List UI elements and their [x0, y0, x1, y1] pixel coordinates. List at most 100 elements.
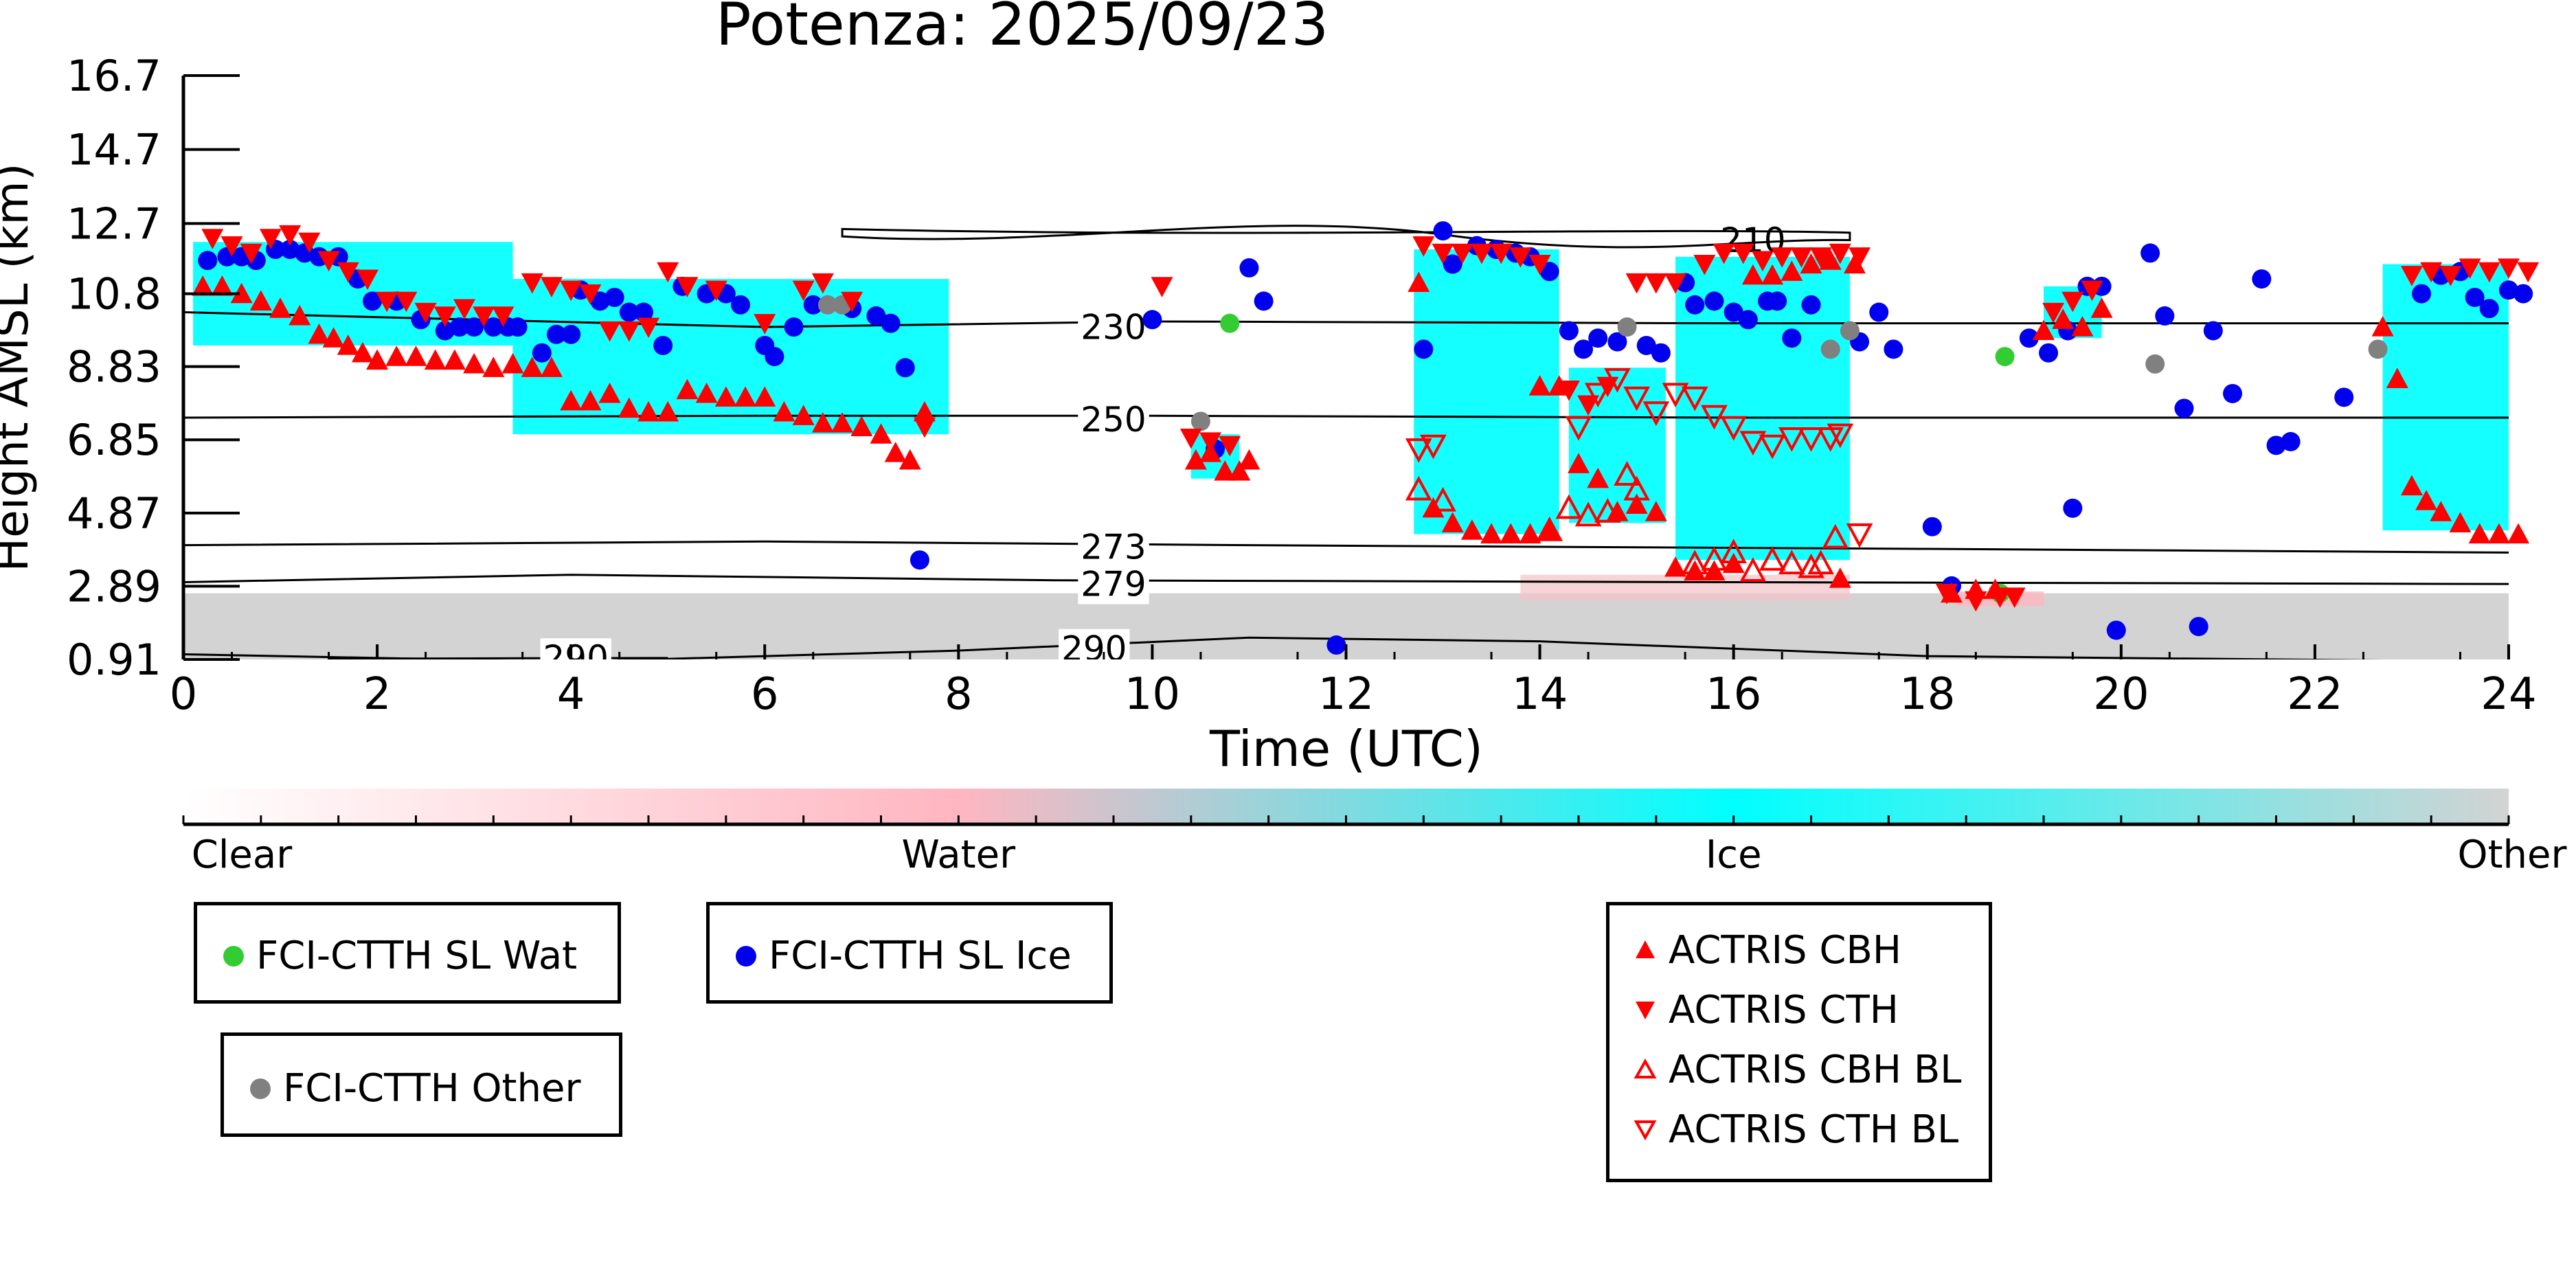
marker-fci-ctth-sl-ice: [1433, 221, 1453, 241]
colorbar-label: Clear: [192, 833, 293, 877]
marker-fci-ctth-sl-ice: [1326, 635, 1346, 655]
legend-box-sl-ice: FCI-CTTH SL Ice: [706, 902, 1113, 1004]
marker-actris-cth: [657, 262, 679, 283]
marker-actris-cth: [473, 306, 495, 327]
marker-actris-cth-bl: [1565, 416, 1592, 441]
marker-actris-cbh: [714, 386, 737, 407]
legend-entry-actris-cth-bl: ACTRIS CTH BL: [1631, 1107, 1958, 1152]
marker-fci-ctth-sl-ice: [2266, 436, 2286, 455]
marker-actris-cbh: [269, 297, 292, 318]
y-tick-label: 12.7: [67, 199, 161, 249]
legend-entry-actris-cbh: ACTRIS CBH: [1631, 928, 1901, 973]
x-tick-label: 16: [1706, 669, 1761, 720]
marker-actris-cbh: [289, 304, 311, 326]
marker-actris-cbh: [1238, 449, 1261, 470]
marker-actris-cth: [913, 417, 936, 438]
marker-actris-cth: [2498, 258, 2520, 279]
marker-actris-cth: [259, 229, 282, 249]
marker-actris-cth-bl: [1642, 401, 1670, 427]
y-tick-label: 10.8: [67, 269, 161, 319]
x-tick-label: 22: [2287, 669, 2342, 720]
marker-actris-cth-bl: [1701, 405, 1728, 430]
marker-actris-cth-bl: [1623, 386, 1650, 411]
marker-fci-ctth-sl-ice: [1884, 339, 1903, 359]
marker-actris-cth-bl: [1846, 523, 1873, 548]
marker-fci-ctth-other: [1820, 339, 1840, 359]
marker-actris-cbh: [1500, 523, 1522, 544]
marker-fci-ctth-sl-ice: [2203, 321, 2223, 341]
marker-actris-cbh: [501, 352, 524, 374]
marker-fci-ctth-other: [1617, 317, 1637, 337]
marker-actris-cth: [1989, 587, 2011, 609]
marker-actris-cth: [298, 232, 321, 253]
marker-actris-cth: [433, 306, 456, 327]
marker-fci-ctth-sl-ice: [881, 313, 901, 333]
colorbar-ticks: Clear Water Ice Other: [182, 815, 2567, 877]
marker-actris-cbh: [1480, 523, 1503, 544]
marker-actris-cbh-bl: [1720, 539, 1748, 564]
isotherm-line: [183, 540, 2509, 554]
marker-actris-cth: [1664, 273, 1687, 294]
x-tick-label: 0: [170, 669, 198, 720]
x-tick-label: 12: [1318, 669, 1374, 720]
marker-actris-cbh: [405, 346, 427, 366]
x-tick-label: 4: [557, 669, 585, 720]
marker-actris-cbh: [1800, 253, 1822, 274]
marker-actris-cbh: [385, 346, 408, 366]
marker-actris-cth-bl: [1798, 427, 1824, 452]
marker-actris-cth: [1771, 247, 1794, 268]
marker-actris-cbh: [1645, 501, 1667, 521]
marker-actris-cbh-bl: [1614, 461, 1640, 486]
marker-actris-cbh: [308, 323, 330, 344]
green-circle-marker-icon: [219, 942, 247, 969]
marker-fci-ctth-sl-ice: [2140, 243, 2160, 263]
marker-actris-cth: [279, 225, 302, 246]
marker-actris-cth: [240, 243, 262, 264]
y-tick-label: 14.7: [67, 125, 161, 175]
colorbar-label: Ice: [1706, 833, 1762, 877]
marker-actris-cth-bl: [1420, 434, 1447, 460]
isotherm-label: 290: [543, 638, 609, 678]
marker-fci-ctth-sl-ice: [2174, 398, 2194, 418]
marker-actris-cth: [1965, 591, 1987, 612]
marker-actris-cbh: [676, 379, 699, 400]
marker-actris-cbh: [1528, 375, 1551, 396]
marker-fci-ctth-sl-ice: [2252, 269, 2272, 289]
marker-actris-cth: [1509, 247, 1532, 268]
marker-actris-cth: [2081, 280, 2103, 302]
isotherm-label: 273: [1081, 528, 1146, 567]
marker-fci-ctth-sl-ice: [1443, 254, 1462, 274]
marker-actris-cth: [1645, 273, 1667, 294]
marker-actris-cth: [2042, 302, 2065, 324]
gray-circle-marker-icon: [246, 1074, 273, 1102]
marker-actris-cbh-bl: [1822, 523, 1849, 549]
marker-actris-cbh: [2052, 308, 2075, 329]
marker-fci-ctth-sl-ice: [1724, 302, 1743, 322]
x-tick-label: 24: [2481, 669, 2536, 720]
marker-actris-cth: [705, 280, 727, 302]
marker-actris-cth: [1577, 395, 1600, 416]
marker-actris-cbh: [2090, 297, 2113, 318]
marker-actris-cbh-bl: [1778, 550, 1805, 575]
marker-fci-ctth-sl-ice: [547, 324, 567, 344]
marker-fci-ctth-sl-ice: [730, 295, 750, 315]
marker-fci-ctth-sl-ice: [464, 317, 484, 337]
marker-fci-ctth-sl-ice: [1142, 310, 1162, 330]
marker-actris-cth: [2439, 266, 2462, 286]
marker-fci-ctth-sl-ice: [1539, 262, 1559, 282]
marker-fci-ctth-sl-ice: [2479, 299, 2499, 319]
isotherm-line: [183, 414, 2509, 419]
marker-actris-cth: [1557, 380, 1580, 401]
x-tick-label: 6: [751, 669, 779, 720]
marker-fci-ctth-other: [817, 295, 837, 315]
marker-fci-ctth-sl-wat: [1220, 313, 1240, 333]
marker-actris-cbh: [2033, 319, 2055, 341]
marker-actris-cbh: [1184, 449, 1207, 470]
marker-actris-cbh: [811, 412, 834, 433]
isotherm-label: 250: [1081, 400, 1146, 440]
marker-actris-cbh: [598, 382, 621, 403]
marker-fci-ctth-sl-ice: [1801, 295, 1821, 315]
marker-actris-cth-bl: [1778, 427, 1805, 452]
marker-fci-ctth-sl-ice: [1922, 517, 1942, 536]
marker-actris-cth-bl: [1720, 416, 1748, 441]
